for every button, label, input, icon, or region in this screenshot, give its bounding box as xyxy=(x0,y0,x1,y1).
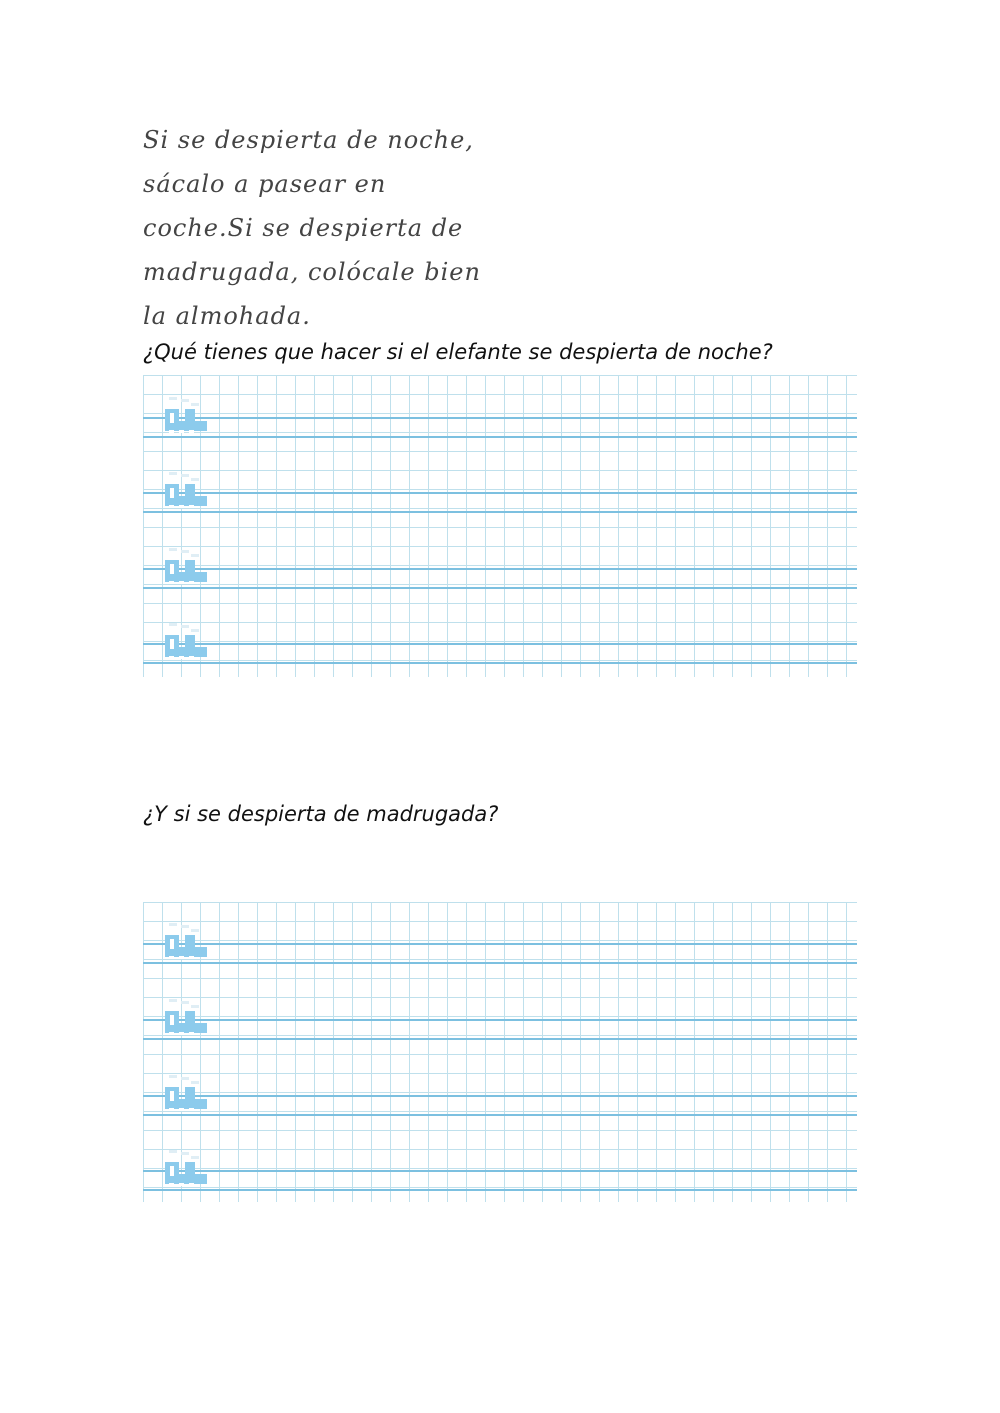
train-icon xyxy=(165,395,207,435)
writing-line xyxy=(143,1038,857,1040)
writing-line xyxy=(143,962,857,964)
writing-line xyxy=(143,568,857,570)
writing-line xyxy=(143,492,857,494)
writing-line xyxy=(143,1170,857,1172)
train-icon xyxy=(165,621,207,661)
train-icon xyxy=(165,470,207,510)
question-1: ¿Qué tienes que hacer si el elefante se … xyxy=(143,340,773,364)
writing-line xyxy=(143,436,857,438)
writing-line xyxy=(143,587,857,589)
writing-line xyxy=(143,511,857,513)
poem-line: sácalo a pasear en xyxy=(143,170,387,198)
writing-line xyxy=(143,943,857,945)
writing-line xyxy=(143,1114,857,1116)
train-icon xyxy=(165,997,207,1037)
train-icon xyxy=(165,921,207,961)
answer-grid-2[interactable] xyxy=(143,902,857,1202)
poem-line: Si se despierta de noche, xyxy=(143,126,474,154)
writing-line xyxy=(143,643,857,645)
writing-line xyxy=(143,1095,857,1097)
poem-line: madrugada, colócale bien xyxy=(143,258,481,286)
writing-line xyxy=(143,1189,857,1191)
train-icon xyxy=(165,1148,207,1188)
question-2: ¿Y si se despierta de madrugada? xyxy=(143,802,499,826)
train-icon xyxy=(165,546,207,586)
train-icon xyxy=(165,1073,207,1113)
poem-text: Si se despierta de noche, sácalo a pasea… xyxy=(143,118,481,338)
answer-grid-1[interactable] xyxy=(143,375,857,677)
writing-line xyxy=(143,662,857,664)
writing-line xyxy=(143,1019,857,1021)
poem-line: la almohada. xyxy=(143,302,311,330)
writing-line xyxy=(143,417,857,419)
poem-line: coche.Si se despierta de xyxy=(143,214,464,242)
